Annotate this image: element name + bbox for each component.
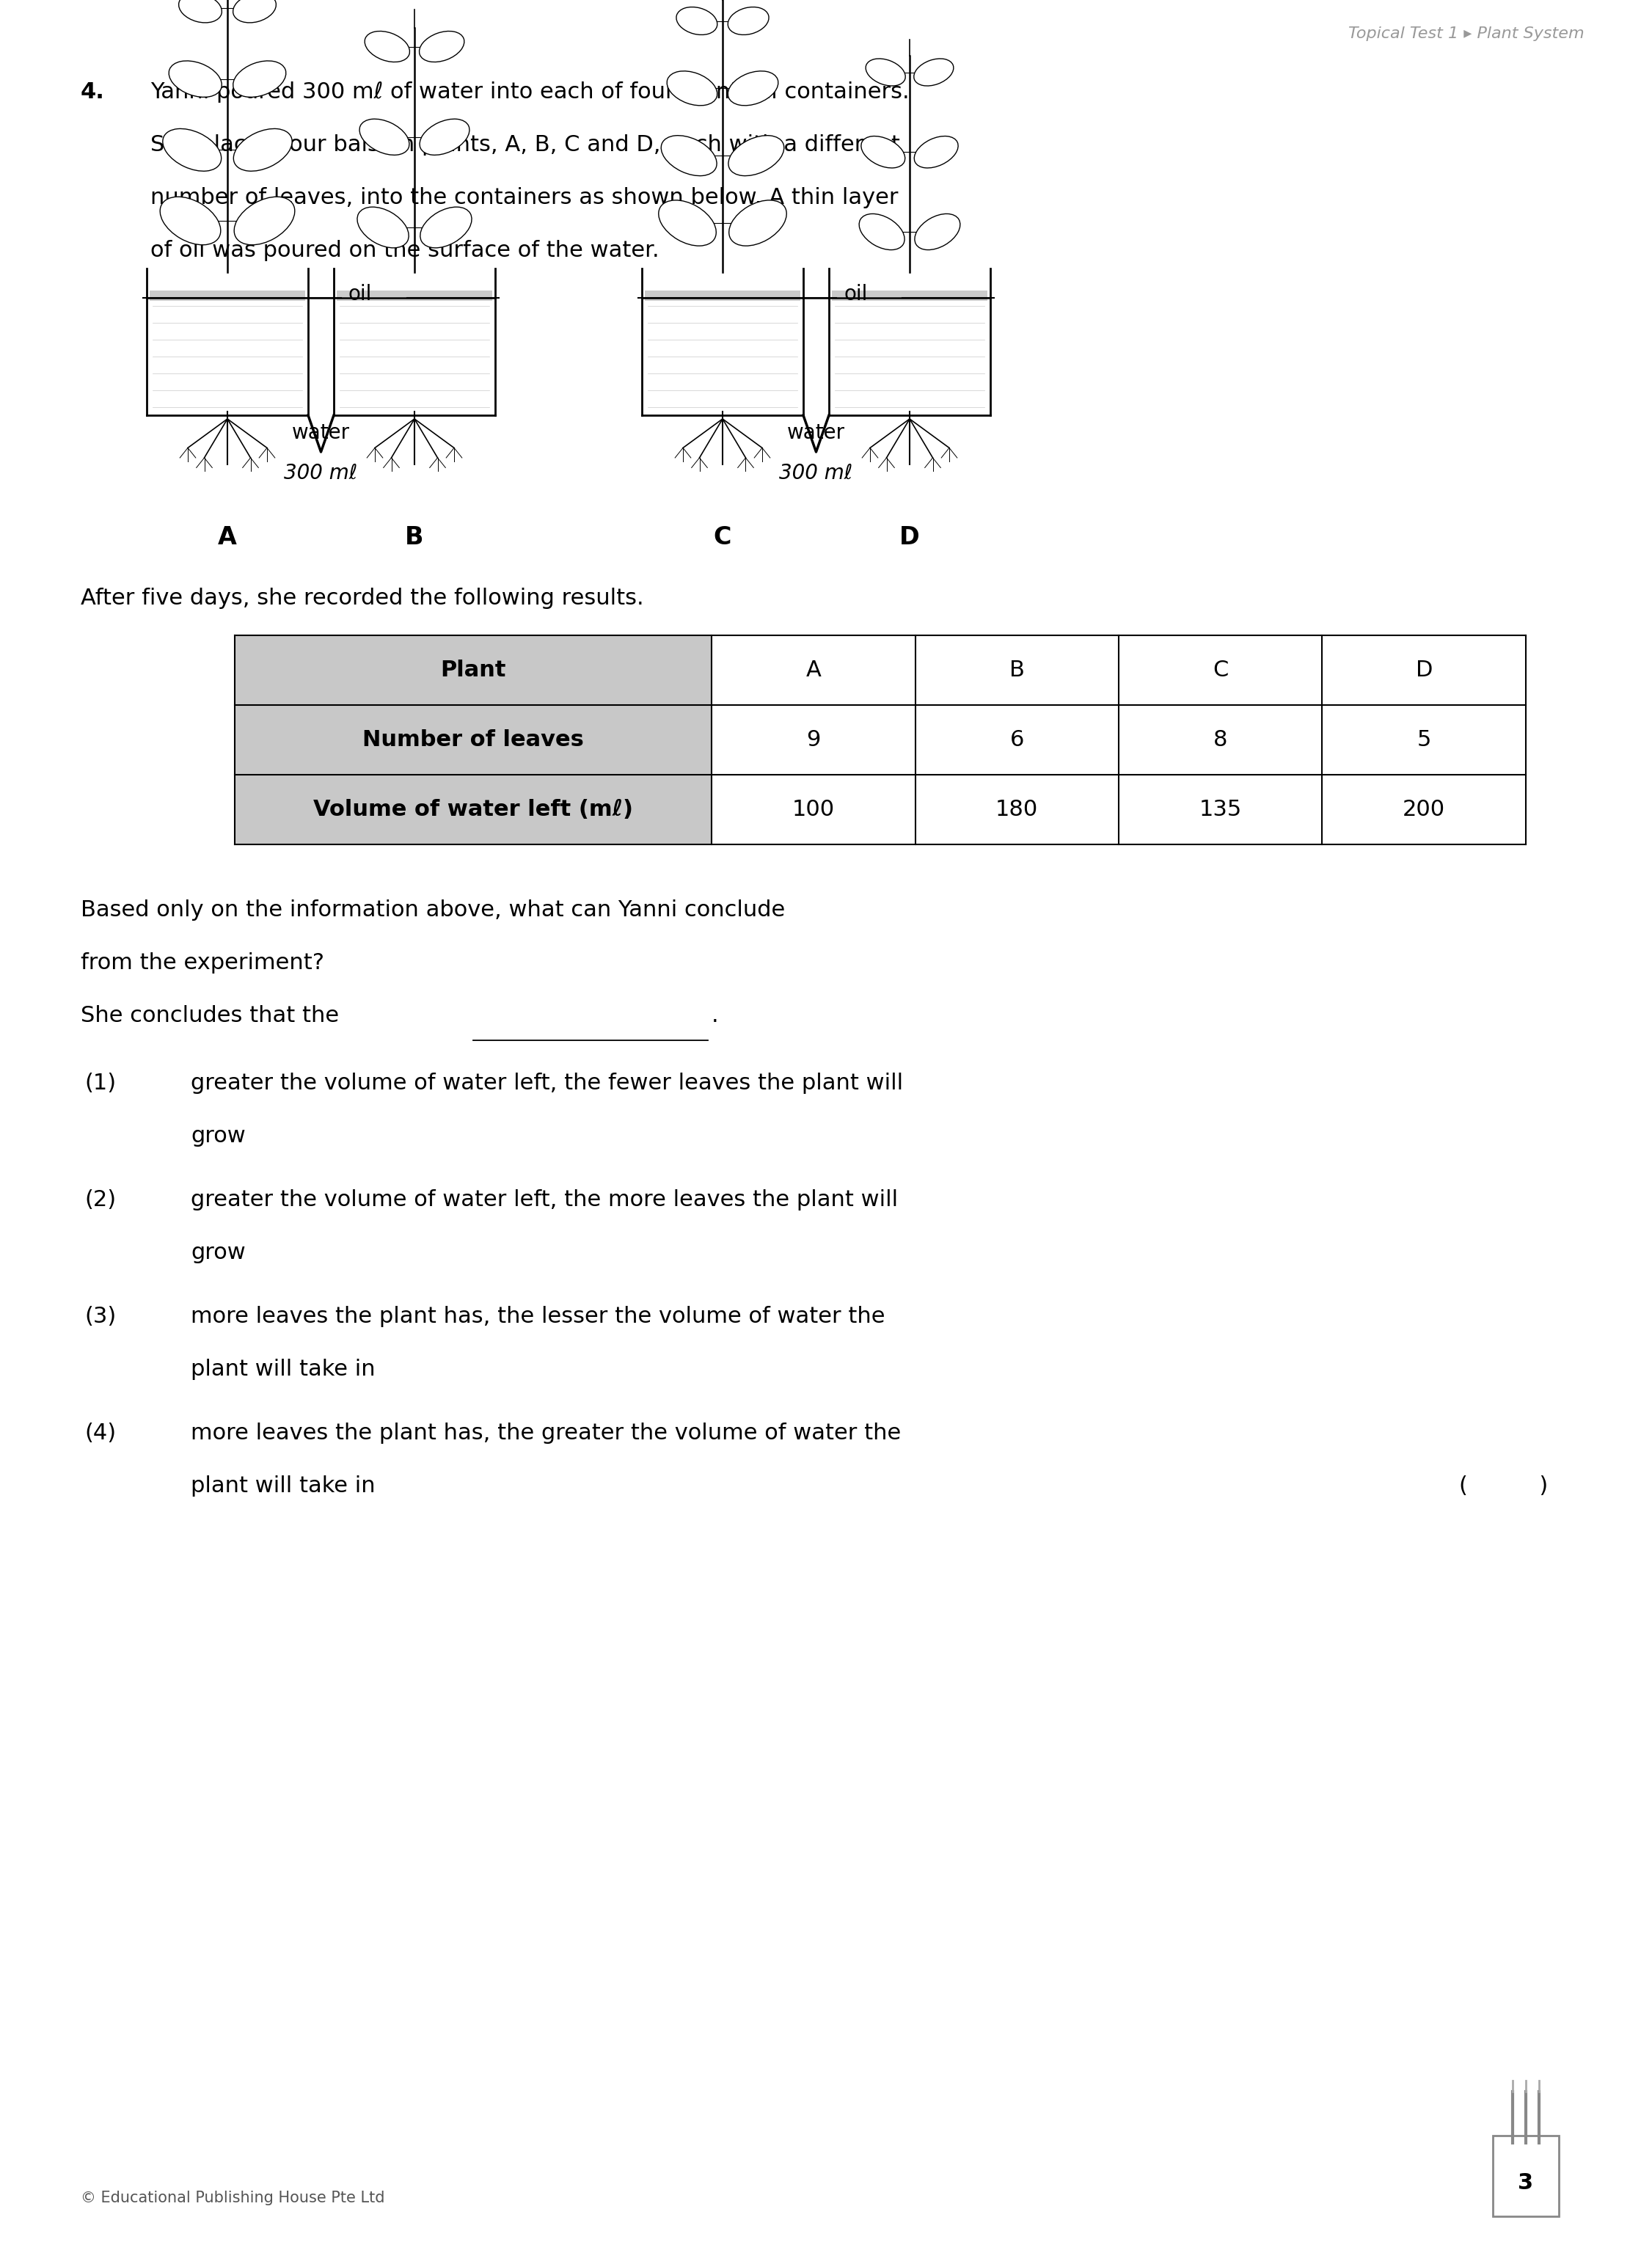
Text: 9: 9 [806, 730, 821, 750]
Text: 100: 100 [791, 800, 834, 820]
Ellipse shape [676, 7, 717, 34]
Text: oil: oil [349, 284, 372, 304]
Text: D: D [1416, 660, 1432, 680]
Ellipse shape [235, 196, 294, 246]
Text: 8: 8 [1213, 730, 1227, 750]
Ellipse shape [729, 72, 778, 106]
Ellipse shape [365, 32, 410, 63]
Text: (1): (1) [84, 1072, 116, 1095]
Bar [337, 291, 492, 302]
Ellipse shape [233, 61, 286, 97]
Ellipse shape [357, 207, 408, 248]
Ellipse shape [729, 135, 785, 176]
Ellipse shape [360, 119, 410, 155]
Text: (2): (2) [84, 1190, 116, 1210]
Ellipse shape [162, 128, 221, 171]
Ellipse shape [233, 128, 292, 171]
Text: B: B [1009, 660, 1024, 680]
Bar [235, 775, 712, 845]
Ellipse shape [914, 59, 953, 86]
Ellipse shape [861, 135, 905, 169]
Text: Plant: Plant [441, 660, 506, 680]
Text: more leaves the plant has, the greater the volume of water the: more leaves the plant has, the greater t… [190, 1422, 900, 1444]
Bar [712, 635, 1526, 705]
Text: She placed four balsam plants, A, B, C and D, each with a different: She placed four balsam plants, A, B, C a… [150, 135, 900, 155]
Ellipse shape [659, 201, 717, 246]
Bar [712, 775, 1526, 845]
Text: 180: 180 [996, 800, 1037, 820]
Text: water: water [786, 424, 846, 444]
Ellipse shape [866, 59, 905, 86]
Text: (4): (4) [84, 1422, 116, 1444]
Bar [712, 705, 1526, 775]
Text: C: C [1213, 660, 1229, 680]
Ellipse shape [160, 196, 221, 246]
Ellipse shape [859, 214, 905, 250]
Text: .: . [712, 1005, 719, 1027]
Text: B: B [405, 525, 425, 550]
Text: (3): (3) [84, 1307, 116, 1327]
Ellipse shape [178, 0, 221, 23]
Text: 3: 3 [1518, 2172, 1533, 2194]
Text: © Educational Publishing House Pte Ltd: © Educational Publishing House Pte Ltd [81, 2190, 385, 2206]
Text: C: C [714, 525, 732, 550]
Text: Topical Test 1 ▸ Plant System: Topical Test 1 ▸ Plant System [1348, 27, 1584, 41]
Text: more leaves the plant has, the lesser the volume of water the: more leaves the plant has, the lesser th… [190, 1307, 885, 1327]
Ellipse shape [233, 0, 276, 23]
Ellipse shape [420, 119, 469, 155]
Text: 200: 200 [1403, 800, 1446, 820]
Ellipse shape [915, 214, 960, 250]
Ellipse shape [420, 32, 464, 63]
Bar [1493, 2136, 1559, 2217]
Bar [150, 291, 306, 302]
Text: 300 mℓ: 300 mℓ [284, 462, 358, 484]
Text: A: A [218, 525, 236, 550]
Text: Yanni poured 300 mℓ of water into each of four identical containers.: Yanni poured 300 mℓ of water into each o… [150, 81, 909, 104]
Ellipse shape [914, 135, 958, 169]
Bar [235, 635, 712, 705]
Text: 6: 6 [1009, 730, 1024, 750]
Text: Number of leaves: Number of leaves [362, 730, 583, 750]
Text: greater the volume of water left, the fewer leaves the plant will: greater the volume of water left, the fe… [190, 1072, 904, 1095]
Text: greater the volume of water left, the more leaves the plant will: greater the volume of water left, the mo… [190, 1190, 899, 1210]
Text: (          ): ( ) [1459, 1476, 1548, 1496]
Ellipse shape [667, 72, 717, 106]
Bar [833, 291, 988, 302]
Text: Based only on the information above, what can Yanni conclude: Based only on the information above, wha… [81, 899, 785, 921]
Text: plant will take in: plant will take in [190, 1476, 375, 1496]
Text: of oil was poured on the surface of the water.: of oil was poured on the surface of the … [150, 239, 659, 261]
Ellipse shape [729, 7, 768, 34]
Text: water: water [292, 424, 350, 444]
Text: 300 mℓ: 300 mℓ [780, 462, 852, 484]
Bar [235, 705, 1526, 775]
Ellipse shape [169, 61, 221, 97]
Text: number of leaves, into the containers as shown below. A thin layer: number of leaves, into the containers as… [150, 187, 899, 207]
Ellipse shape [729, 201, 786, 246]
Text: 135: 135 [1199, 800, 1242, 820]
Text: grow: grow [190, 1126, 246, 1147]
Text: oil: oil [844, 284, 867, 304]
Text: plant will take in: plant will take in [190, 1359, 375, 1381]
Text: She concludes that the: She concludes that the [81, 1005, 339, 1027]
Text: Volume of water left (mℓ): Volume of water left (mℓ) [314, 800, 633, 820]
Text: After five days, she recorded the following results.: After five days, she recorded the follow… [81, 588, 644, 608]
Ellipse shape [661, 135, 717, 176]
Text: A: A [806, 660, 821, 680]
Ellipse shape [420, 207, 472, 248]
Text: 4.: 4. [81, 81, 104, 104]
Text: from the experiment?: from the experiment? [81, 953, 324, 973]
Text: grow: grow [190, 1241, 246, 1264]
Text: 5: 5 [1417, 730, 1431, 750]
Bar [644, 291, 800, 302]
Text: D: D [899, 525, 920, 550]
